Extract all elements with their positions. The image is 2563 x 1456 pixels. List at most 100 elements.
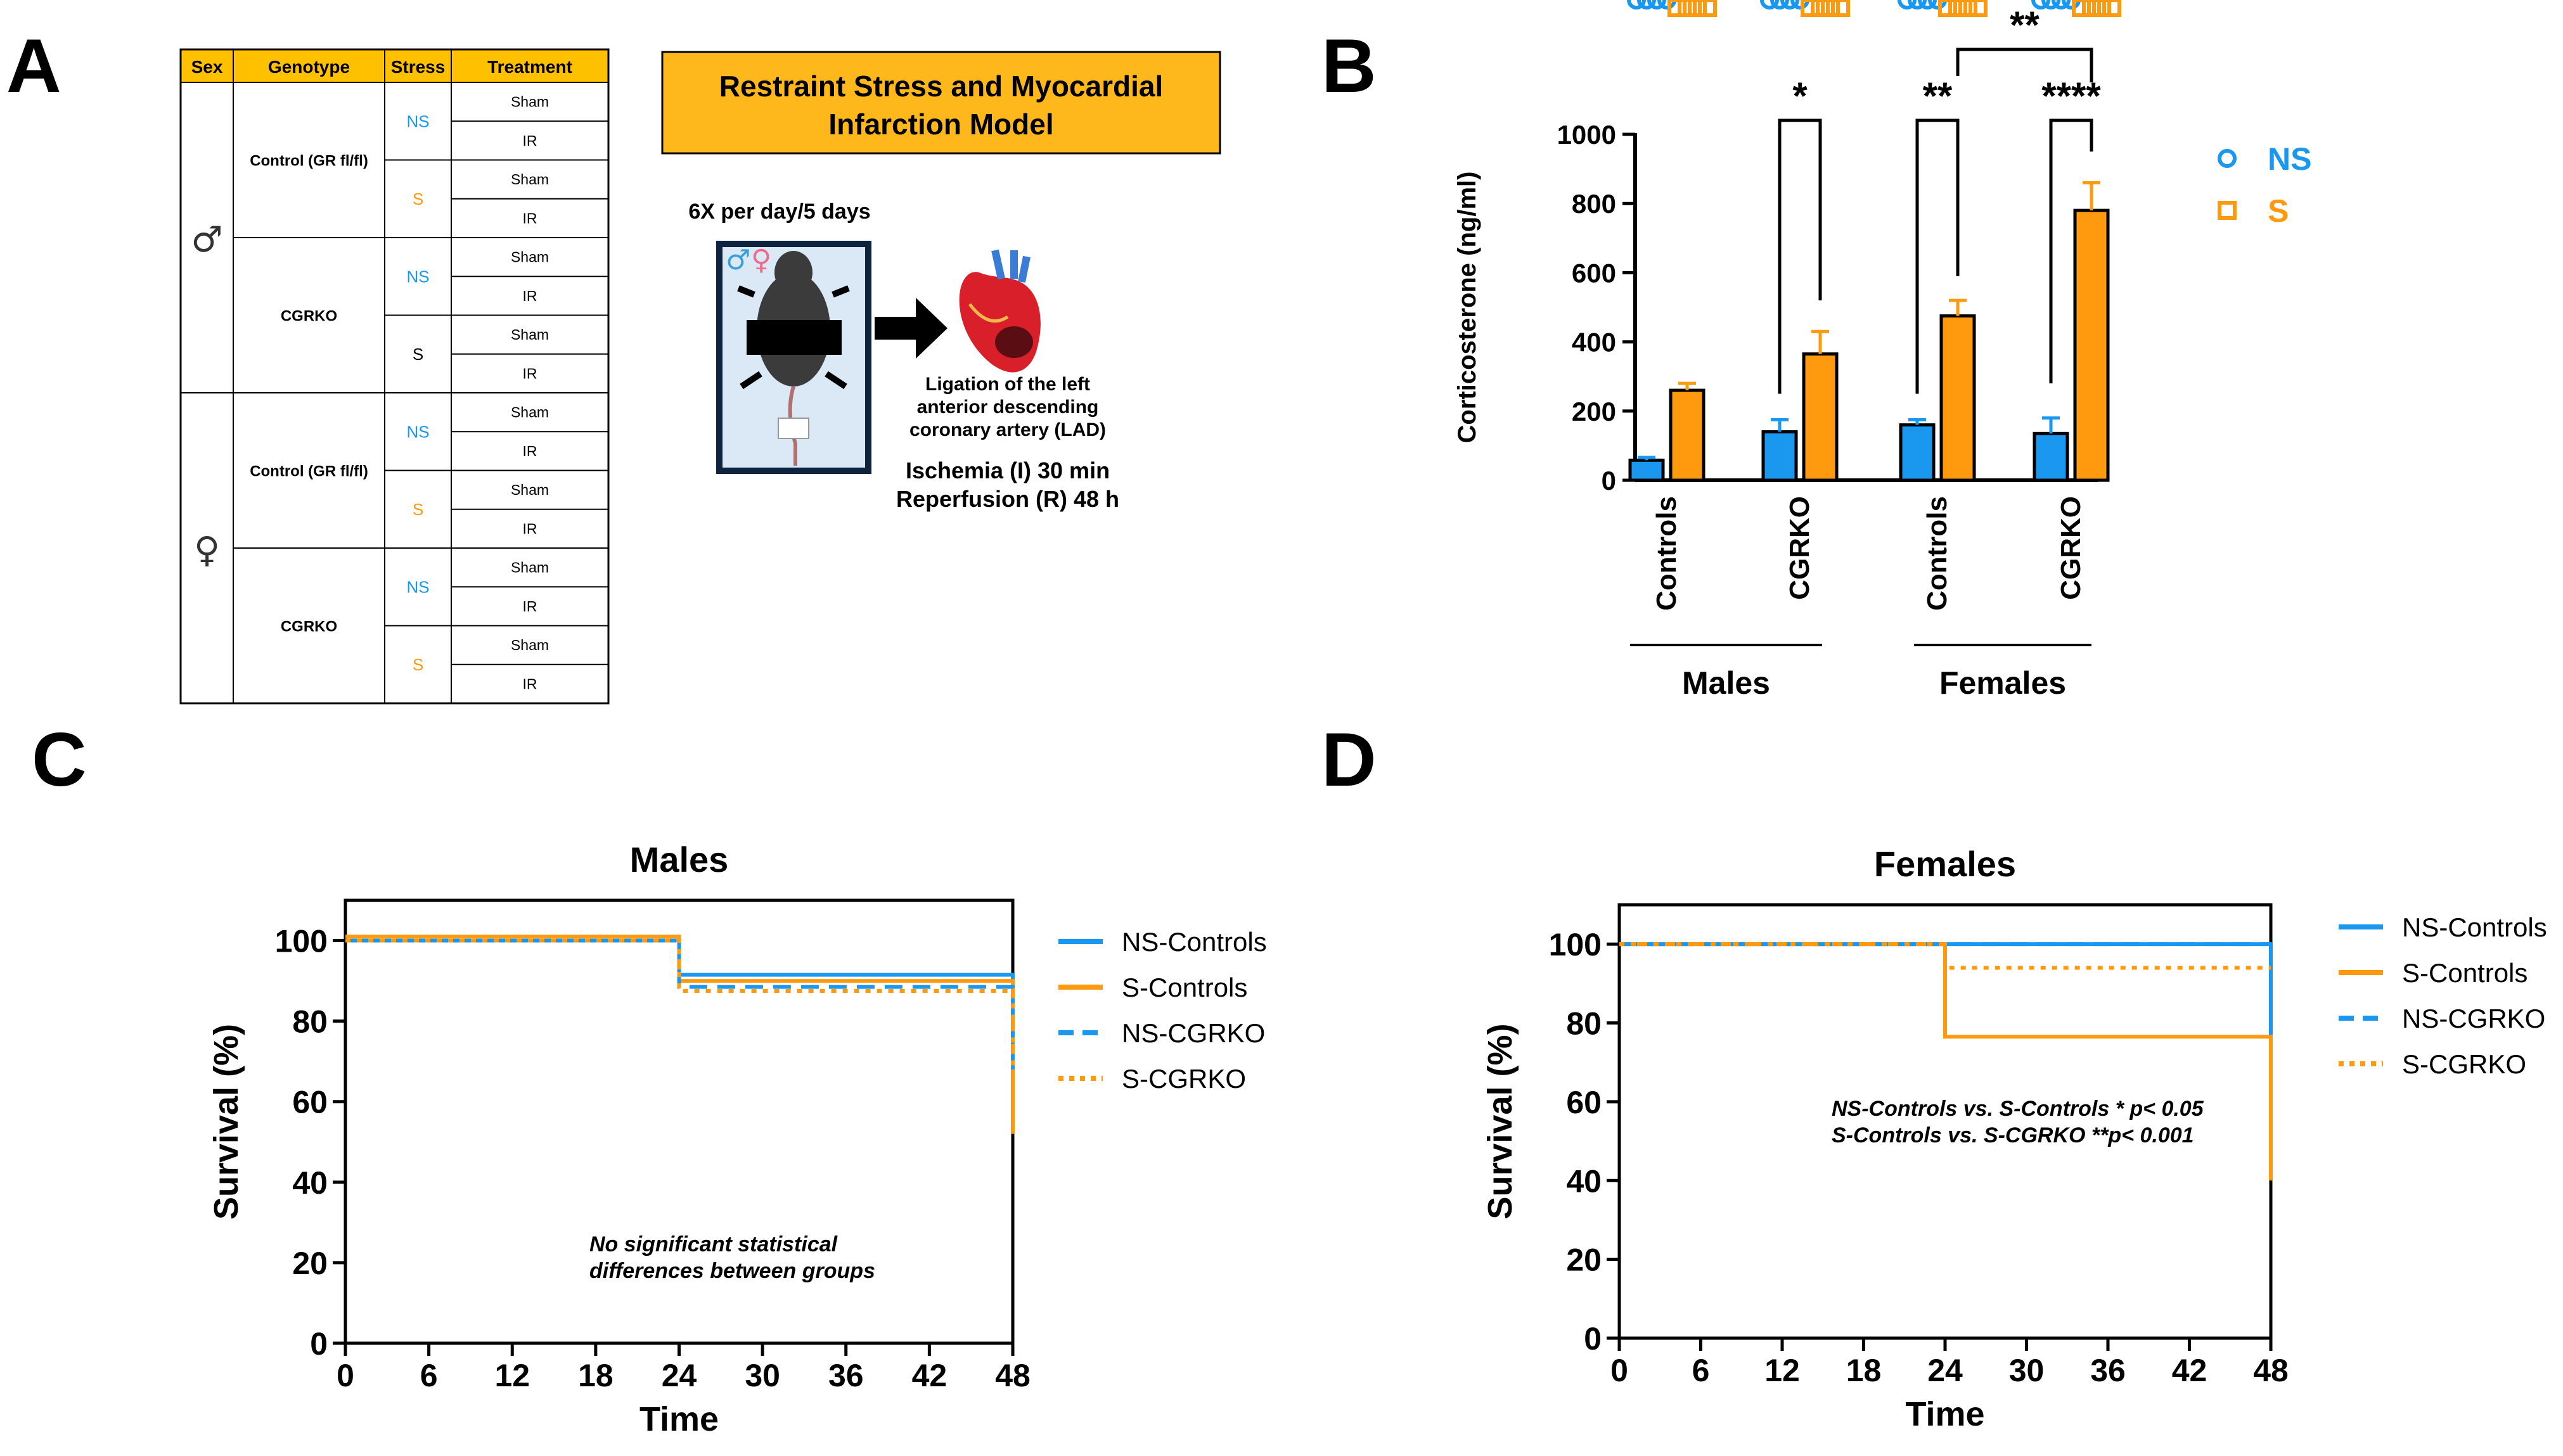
x-tick-label: 42 [2172,1353,2207,1388]
legend-label: NS [2268,141,2311,177]
bar-ns [1899,423,1936,482]
table-header-genotype: Genotype [268,57,350,77]
data-point [1678,0,1697,17]
treatment-label: Sham [511,326,549,343]
treatment-label: Sham [511,404,549,421]
bar-s [2073,208,2110,482]
male-symbol: ♂ [191,219,222,260]
x-tick-label: 6 [1692,1353,1710,1388]
stress-label: S [413,189,423,208]
panel-letter-b: B [1321,23,1377,108]
category-label: Controls [1922,496,1953,611]
treatment-label: IR [523,598,537,615]
data-point [1938,0,1957,17]
significance-label: ** [1923,75,1953,117]
annotation-text: differences between groups [589,1259,875,1283]
data-point [1811,0,1830,17]
data-point [1688,0,1707,17]
y-tick-label: 60 [1566,1085,1602,1120]
bar-ns [1761,430,1798,482]
y-tick-label: 60 [292,1085,328,1120]
arrow-icon [875,298,947,359]
y-tick-label: 0 [310,1326,328,1362]
annotation-text: No significant statistical [589,1232,838,1256]
data-point [1918,0,1937,10]
treatment-label: Sham [511,171,549,188]
genotype-label: Control (GR fl/fl) [250,153,368,170]
data-point [1698,0,1717,17]
stress-label: NS [406,422,429,441]
restraint-bar-icon [747,320,842,355]
x-tick-label: 48 [995,1358,1031,1393]
x-tick-label: 30 [2009,1353,2045,1388]
legend-label: NS-CGRKO [2402,1004,2545,1033]
legend-label: S [2268,193,2289,229]
y-tick-label: 20 [1566,1242,1602,1278]
table-header-stress: Stress [391,57,446,77]
genotype-label: CGRKO [281,618,337,635]
x-axis-label: Time [1905,1395,1984,1433]
panel-letter-d: D [1321,717,1377,802]
data-point [1637,0,1656,10]
category-label: Controls [1651,496,1682,611]
annotation-text: NS-Controls vs. S-Controls * p< 0.05 [1832,1097,2204,1121]
model-title-line2: Infarction Model [828,108,1053,141]
y-axis-label: Survival (%) [1481,1023,1519,1219]
treatment-label: IR [523,520,537,537]
y-tick-label: 100 [1549,927,1602,962]
data-point [2031,0,2050,10]
data-point [1801,0,1820,17]
x-tick-label: 42 [912,1358,947,1393]
ligation-line3: coronary artery (LAD) [909,419,1106,440]
data-point [1908,0,1927,10]
y-tick-label: 1000 [1557,120,1616,150]
category-label: CGRKO [2055,496,2086,600]
y-axis-label: Survival (%) [207,1024,245,1220]
ischemia-label: Ischemia (I) 30 min [906,457,1110,483]
y-tick-label: 80 [292,1004,328,1040]
chart-title: Males [630,840,729,879]
x-tick-label: 18 [578,1358,613,1393]
significance-label: ** [2010,4,2039,46]
treatment-label: Sham [511,249,549,265]
genotype-label: CGRKO [281,308,337,325]
restraint-diagram: ♂ ♀ [716,241,871,474]
data-point [2062,0,2081,10]
x-tick-label: 30 [745,1358,780,1393]
panel-letter-c: C [32,717,87,802]
table-header-treatment: Treatment [487,57,572,77]
data-point [2052,0,2071,10]
y-tick-label: 600 [1572,258,1616,288]
stress-label: NS [406,112,429,131]
treatment-label: Sham [511,482,549,498]
ligation-line1: Ligation of the left [925,374,1090,395]
panel-letter-a: A [6,23,61,108]
data-point [1790,0,1809,10]
significance-bracket [1778,118,1822,394]
legend-label: S-CGRKO [1122,1064,1246,1094]
data-point [1657,0,1676,10]
frequency-label: 6X per day/5 days [688,200,870,224]
x-tick-label: 0 [1610,1353,1628,1388]
corticosterone-bar-chart: 0 200 400 600 800 1000 Corticosterone (ng/ml) C… [1453,0,2311,701]
data-point [2102,0,2121,17]
table-header-bg [181,49,608,82]
y-tick-label: 200 [1572,397,1616,426]
significance-label: * [1792,75,1808,117]
x-tick-label: 0 [337,1358,354,1393]
treatment-label: IR [523,210,537,226]
x-tick-label: 48 [2253,1353,2289,1388]
model-title-line1: Restraint Stress and Myocardial [719,70,1163,103]
data-point [2082,0,2101,17]
x-tick-label: 24 [662,1358,697,1393]
table-header-sex: Sex [191,57,223,77]
data-point [2041,0,2060,10]
significance-bracket [1915,118,1960,394]
group-label: Females [1939,665,2066,701]
legend-label: S-CGRKO [2402,1049,2526,1079]
data-point [1770,0,1789,10]
y-tick-label: 40 [292,1165,328,1201]
group-label: Males [1682,665,1770,701]
data-point [2072,0,2091,17]
x-tick-label: 12 [494,1358,530,1393]
